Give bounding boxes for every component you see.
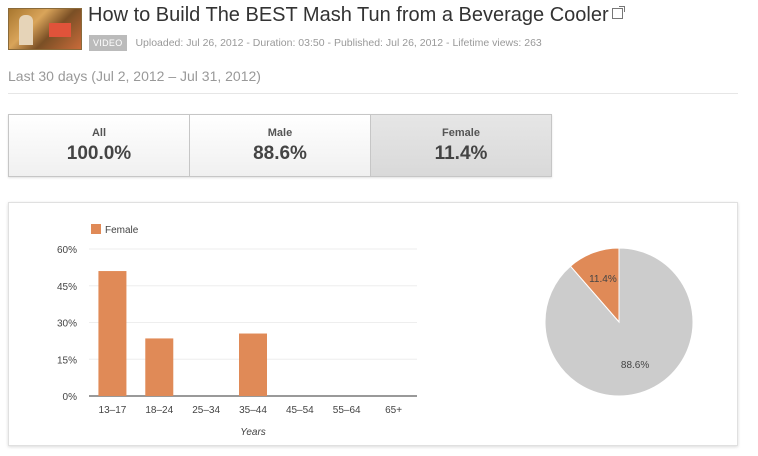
x-tick-label: 13–17 [99,405,127,416]
y-tick-label: 15% [57,355,77,366]
meta-separator: - [327,37,332,49]
gender-tabs: All 100.0% Male 88.6% Female 11.4% [8,114,552,177]
y-tick-label: 30% [57,319,77,330]
video-meta: VIDEO Uploaded: Jul 26, 2012 - Duration:… [89,35,542,51]
lifetime-views: Lifetime views: 263 [452,37,542,49]
divider [8,93,738,94]
chart-panel: Female 0% 15% 30% 45% 60% 13–17 18–24 25–34 35–44… [8,202,738,446]
x-tick-label: 25–34 [192,405,220,416]
y-tick-label: 0% [63,392,78,403]
bar [145,338,174,396]
video-title[interactable]: How to Build The BEST Mash Tun from a Be… [88,4,625,27]
x-tick-label: 45–54 [286,405,314,416]
tab-all-value: 100.0% [66,143,132,164]
pie-slice [544,247,694,397]
legend-swatch [91,224,101,234]
meta-separator: - [446,37,450,49]
thumbnail-person [19,15,33,45]
legend-label: Female [105,225,139,236]
x-tick-label: 65+ [385,405,402,416]
tab-female[interactable]: Female 11.4% [371,115,551,176]
video-title-text[interactable]: How to Build The BEST Mash Tun from a Be… [88,4,609,26]
x-tick-label: 35–44 [239,405,267,416]
x-tick-label: 18–24 [145,405,173,416]
tab-all[interactable]: All 100.0% [9,115,190,176]
tab-male-label: Male [267,127,293,139]
pie-slice-label: 88.6% [621,360,649,371]
thumbnail-cooler [49,23,71,37]
tab-male[interactable]: Male 88.6% [190,115,371,176]
tab-female-value: 11.4% [434,143,488,164]
uploaded-date: Uploaded: Jul 26, 2012 [135,37,244,49]
x-tick-label: 55–64 [333,405,361,416]
age-bar-chart: Female 0% 15% 30% 45% 60% 13–17 18–24 25–34 35–44… [57,224,417,438]
tab-male-value: 88.6% [253,143,307,164]
published-date: Published: Jul 26, 2012 [333,37,444,49]
bar [98,271,127,396]
tab-all-label: All [91,127,107,139]
y-tick-label: 45% [57,282,77,293]
duration: Duration: 03:50 [252,37,325,49]
meta-separator: - [246,37,250,49]
video-badge: VIDEO [89,35,127,51]
pie-slice-label: 11.4% [589,274,617,285]
y-tick-label: 60% [57,245,77,256]
bar [239,333,267,396]
date-range-label: Last 30 days (Jul 2, 2012 – Jul 31, 2012… [8,68,261,84]
x-axis-label: Years [240,427,266,438]
gender-pie-chart: 11.4% 88.6% [544,247,694,397]
tab-female-label: Female [442,127,480,139]
video-thumbnail[interactable] [8,8,82,50]
external-link-icon[interactable] [611,6,625,19]
